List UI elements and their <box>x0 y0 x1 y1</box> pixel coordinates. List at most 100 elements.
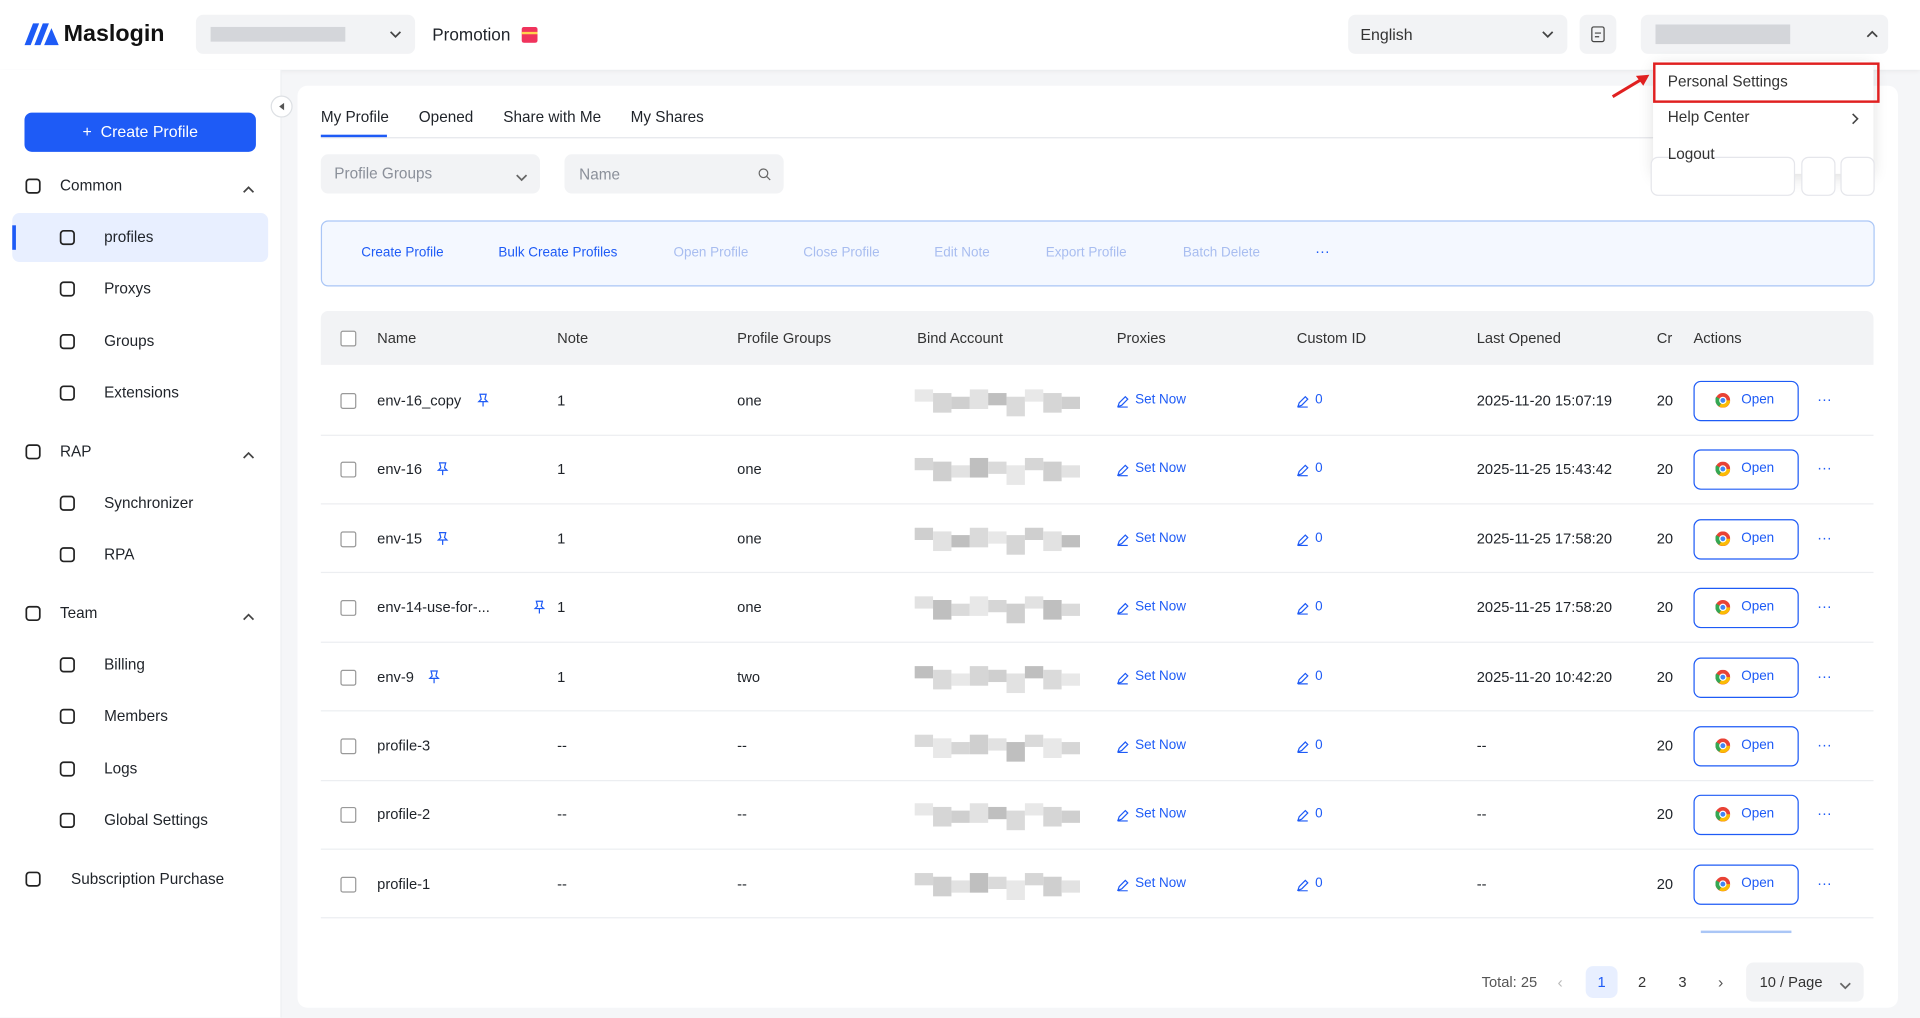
nav-item[interactable]: Proxys <box>104 280 151 298</box>
section-title[interactable]: Team <box>60 604 98 622</box>
page[interactable]: 1 <box>1597 973 1606 991</box>
custom-id[interactable]: 0 <box>1315 599 1323 615</box>
profile-name[interactable]: profile-2 <box>377 806 431 824</box>
profile-name[interactable]: profile-3 <box>377 737 431 755</box>
note: 1 <box>557 391 566 409</box>
tab[interactable]: My Shares <box>630 108 704 126</box>
nav-icon-svg <box>59 547 75 563</box>
nav-item[interactable]: Logs <box>104 759 138 777</box>
profile-name[interactable]: env-9 <box>377 668 414 686</box>
open-button[interactable] <box>1693 449 1799 491</box>
row-more[interactable]: ··· <box>1817 459 1832 477</box>
proxy-action[interactable]: Set Now <box>1135 599 1187 615</box>
blurred-account <box>1061 880 1081 893</box>
checkbox[interactable] <box>340 330 357 347</box>
edit-icon-svg <box>1116 879 1129 892</box>
page[interactable]: 3 <box>1678 973 1687 991</box>
proxy-action[interactable]: Set Now <box>1135 530 1187 546</box>
menu-item[interactable]: Personal Settings <box>1667 73 1788 91</box>
checkbox[interactable] <box>340 807 357 824</box>
custom-id[interactable]: 0 <box>1315 461 1323 477</box>
profile-name[interactable]: env-15 <box>377 529 423 548</box>
tab[interactable]: Opened <box>418 108 474 126</box>
nav-item[interactable]: RPA <box>104 545 135 563</box>
row-more[interactable]: ··· <box>1817 666 1832 684</box>
nav-item[interactable]: Billing <box>104 655 145 673</box>
checkbox[interactable] <box>340 876 357 893</box>
nav-icon <box>24 605 41 622</box>
tab[interactable]: My Profile <box>320 108 389 126</box>
nav-item[interactable]: profiles <box>104 228 154 246</box>
checkbox[interactable] <box>340 738 357 755</box>
proxy-action[interactable]: Set Now <box>1135 668 1187 684</box>
tab[interactable]: Share with Me <box>503 108 602 126</box>
proxy-action[interactable]: Set Now <box>1135 737 1187 753</box>
profile-name[interactable]: env-16 <box>377 460 423 479</box>
page[interactable]: 2 <box>1637 973 1647 991</box>
nav-item[interactable]: Members <box>104 707 168 725</box>
language-select[interactable]: English <box>1348 14 1568 54</box>
promotion-link[interactable]: Promotion <box>432 24 511 45</box>
recycle-bin[interactable] <box>1650 156 1796 196</box>
toolbar-action[interactable]: Create Profile <box>361 245 444 261</box>
custom-id[interactable]: 0 <box>1315 392 1323 408</box>
blurred-account <box>1043 531 1062 551</box>
nav-item[interactable]: Subscription Purchase <box>71 870 225 888</box>
custom-id[interactable]: 0 <box>1315 668 1323 684</box>
workspace-select[interactable] <box>195 14 416 54</box>
proxy-action[interactable]: Set Now <box>1135 875 1187 891</box>
open-button[interactable] <box>1693 380 1799 422</box>
row-more[interactable]: ··· <box>1817 735 1832 754</box>
custom-id[interactable]: 0 <box>1315 737 1323 753</box>
edit-icon <box>1296 809 1309 823</box>
checkbox[interactable] <box>340 531 357 548</box>
more[interactable]: ··· <box>1315 242 1330 260</box>
menu-item[interactable]: Logout <box>1667 145 1715 163</box>
custom-id[interactable]: 0 <box>1315 530 1323 546</box>
custom-id[interactable]: 0 <box>1315 806 1323 822</box>
proxy-action[interactable]: Set Now <box>1135 806 1187 822</box>
row-more[interactable]: ··· <box>1817 874 1832 892</box>
blurred-account <box>1043 462 1062 482</box>
page-size[interactable] <box>1746 962 1864 1002</box>
user-select[interactable] <box>1640 14 1889 54</box>
proxy-action[interactable]: Set Now <box>1135 392 1187 408</box>
refresh-btn[interactable] <box>1840 156 1875 196</box>
nav-item[interactable]: Groups <box>104 332 155 350</box>
checkbox[interactable] <box>340 462 357 479</box>
toolbar-action[interactable]: Bulk Create Profiles <box>498 245 618 261</box>
checkbox[interactable] <box>340 600 357 617</box>
open-button[interactable] <box>1693 795 1799 836</box>
custom-id[interactable]: 0 <box>1315 875 1323 891</box>
row-more[interactable]: ··· <box>1817 390 1832 408</box>
name-filter[interactable] <box>564 154 784 194</box>
open-button[interactable] <box>1693 518 1799 560</box>
row-more[interactable]: ··· <box>1817 804 1832 823</box>
section-title[interactable]: Common <box>60 177 123 195</box>
section-title[interactable]: RAP <box>60 442 92 461</box>
proxy-action[interactable]: Set Now <box>1135 461 1187 477</box>
nav-item[interactable]: Synchronizer <box>104 493 194 511</box>
open-button[interactable] <box>1693 657 1799 698</box>
checkbox[interactable] <box>340 393 357 409</box>
checkbox[interactable] <box>340 669 357 686</box>
open-button[interactable] <box>1693 587 1799 629</box>
prev[interactable]: ‹ <box>1557 972 1563 992</box>
button-label: Create Profile <box>100 122 198 141</box>
create-profile-button[interactable]: + Create Profile <box>24 112 256 152</box>
nav-item[interactable]: Global Settings <box>104 811 208 829</box>
notes-button[interactable] <box>1579 14 1617 54</box>
open-button[interactable] <box>1693 726 1799 767</box>
profile-name[interactable]: profile-1 <box>377 875 431 893</box>
row-more[interactable]: ··· <box>1817 528 1832 546</box>
open-button[interactable] <box>1693 864 1799 905</box>
menu-item[interactable]: Help Center <box>1667 108 1750 126</box>
nav-item[interactable]: Extensions <box>104 384 179 402</box>
row-more[interactable]: ··· <box>1817 597 1832 615</box>
profile-name[interactable]: env-16_copy <box>377 391 462 409</box>
profile-name[interactable]: env-14-use-for-... <box>377 599 490 617</box>
collapse-button[interactable] <box>270 95 293 118</box>
next[interactable]: › <box>1717 972 1724 992</box>
settings-btn[interactable] <box>1801 156 1836 196</box>
group-filter[interactable] <box>320 154 541 194</box>
